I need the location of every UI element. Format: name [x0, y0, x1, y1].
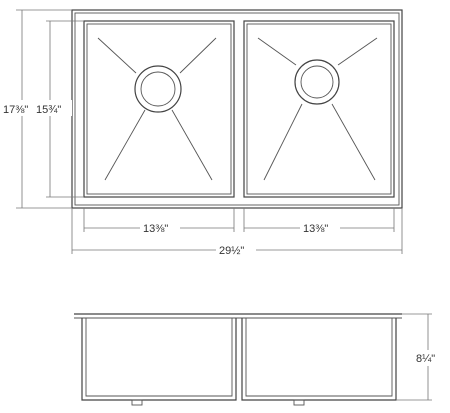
left-drain — [134, 65, 182, 113]
overall-depth-dimension: 17⅜" — [1, 9, 72, 209]
right-drain — [294, 59, 340, 105]
bowl-depth-dimension: 15¾" — [34, 20, 84, 198]
left-bowl-profile — [81, 318, 237, 401]
overall-width-label: 29½" — [219, 245, 244, 257]
overall-width-dimension: 29½" — [71, 208, 403, 257]
right-bowl-width-label: 13⅜" — [303, 223, 328, 235]
sink-outline — [71, 9, 403, 209]
left-bowl-width-label: 13⅜" — [143, 223, 168, 235]
bowl-depth-label: 15¾" — [36, 104, 61, 116]
front-view — [74, 313, 402, 406]
bowl-width-dimensions: 13⅜" 13⅜" — [83, 208, 395, 235]
top-view — [71, 9, 403, 209]
bowl-height-label: 8¼" — [416, 353, 435, 365]
left-bowl — [83, 20, 235, 198]
sink-rim — [74, 12, 400, 206]
right-bowl — [243, 20, 395, 198]
right-bowl-profile — [241, 318, 397, 401]
bowl-height-dimension: 8¼" — [396, 313, 444, 401]
overall-depth-label: 17⅜" — [3, 104, 28, 116]
